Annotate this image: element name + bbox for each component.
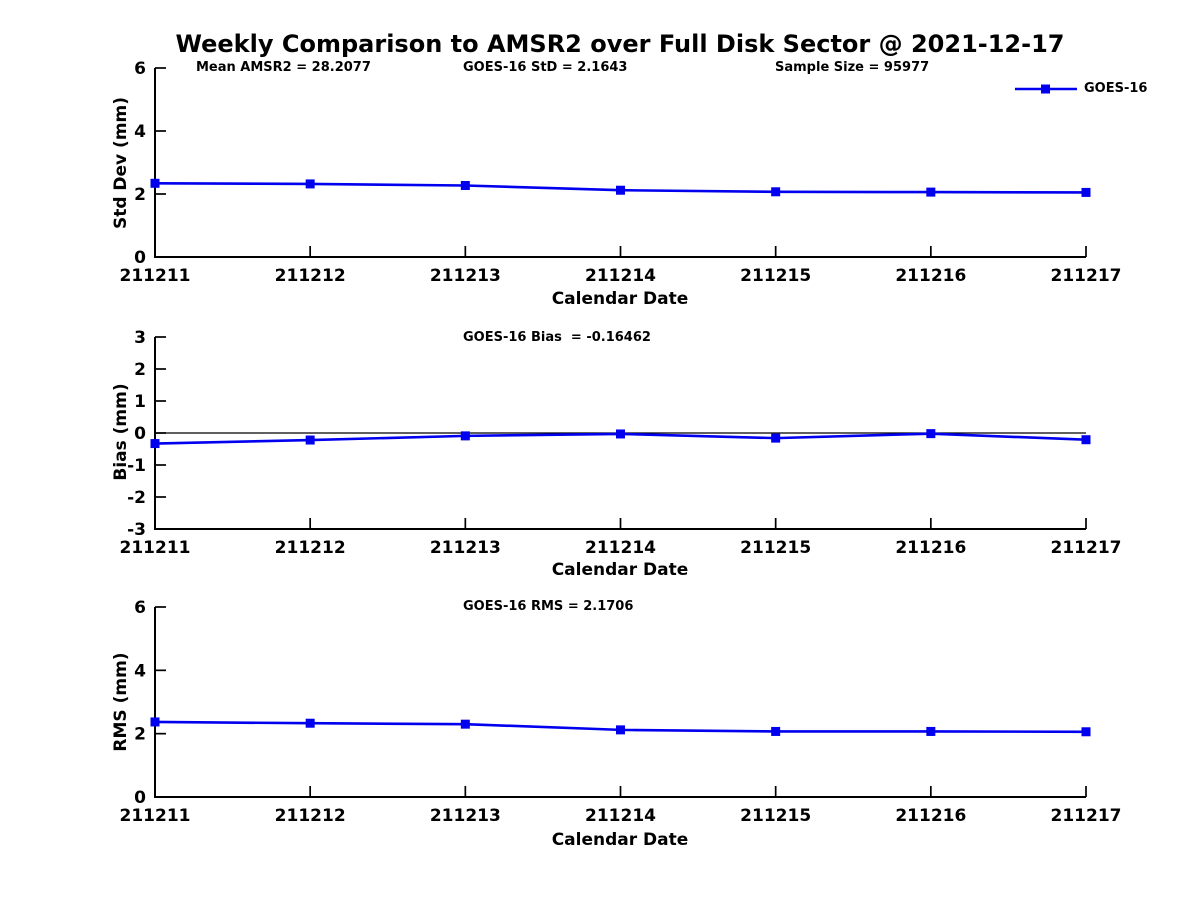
annotation-goes16-rms: GOES-16 RMS = 2.1706 [463,599,634,614]
y-tick-label: 6 [134,598,146,618]
data-point-rms [1081,727,1091,737]
y-tick-label: 4 [134,122,146,142]
x-tick-label: 211212 [275,538,346,558]
annotation-mean-amsr2: Mean AMSR2 = 28.2077 [196,60,371,75]
x-tick-label: 211211 [120,538,191,558]
y-tick-label: 0 [134,424,146,444]
data-point-rms [616,725,625,735]
x-tick-label: 211214 [585,266,656,286]
data-point-std_dev [926,187,936,197]
data-point-std_dev [771,187,781,197]
y-tick-label: -3 [127,520,146,540]
data-point-bias [1081,435,1091,445]
y-tick-label: 2 [134,360,146,380]
xlabel-calendar-date-1: Calendar Date [551,289,689,309]
x-tick-label: 211217 [1051,538,1122,558]
x-tick-label: 211215 [740,266,811,286]
figure-title: Weekly Comparison to AMSR2 over Full Dis… [175,30,1065,58]
xlabel-calendar-date-3: Calendar Date [551,830,689,850]
x-tick-label: 211217 [1051,266,1122,286]
x-tick-label: 211217 [1051,806,1122,826]
annotation-goes16-std: GOES-16 StD = 2.1643 [463,60,628,75]
x-tick-label: 211216 [895,806,966,826]
x-tick-label: 211214 [585,806,656,826]
annotation-goes16-bias: GOES-16 Bias = -0.16462 [463,330,651,345]
annotation-sample-size: Sample Size = 95977 [775,60,930,75]
data-point-rms [460,719,470,729]
x-tick-label: 211211 [120,806,191,826]
xlabel-calendar-date-2: Calendar Date [551,560,689,580]
x-tick-label: 211215 [740,538,811,558]
y-tick-label: 3 [134,328,146,348]
data-point-rms [771,726,781,736]
x-tick-label: 211212 [275,806,346,826]
data-point-rms [150,717,160,727]
data-point-std_dev [305,179,315,189]
x-tick-label: 211214 [585,538,656,558]
x-tick-label: 211215 [740,806,811,826]
y-tick-label: -2 [127,488,146,508]
data-point-bias [771,433,781,443]
x-tick-label: 211212 [275,266,346,286]
data-point-bias [616,429,625,439]
data-point-std_dev [616,185,625,195]
data-point-std_dev [150,178,160,188]
y-tick-label: 2 [134,185,146,205]
x-tick-label: 211213 [430,266,501,286]
y-tick-label: -1 [127,456,146,476]
y-tick-label: 4 [134,661,146,681]
x-tick-label: 211216 [895,538,966,558]
legend: GOES-16 [1015,81,1147,96]
data-point-rms [305,718,315,728]
y-tick-label: 2 [134,725,146,745]
x-tick-label: 211216 [895,266,966,286]
data-point-rms [926,726,936,736]
x-tick-label: 211213 [430,806,501,826]
data-point-bias [305,435,315,445]
data-point-std_dev [460,180,470,190]
data-point-std_dev [1081,187,1091,197]
y-tick-label: 0 [134,788,146,808]
y-tick-label: 1 [134,392,146,412]
y-tick-label: 0 [134,248,146,268]
data-point-bias [460,431,470,441]
x-tick-label: 211213 [430,538,501,558]
legend-line-marker-icon [1015,84,1077,93]
data-point-bias [150,439,160,449]
legend-label: GOES-16 [1084,81,1148,96]
data-point-bias [926,429,936,439]
x-tick-label: 211211 [120,266,191,286]
y-tick-label: 6 [134,59,146,79]
